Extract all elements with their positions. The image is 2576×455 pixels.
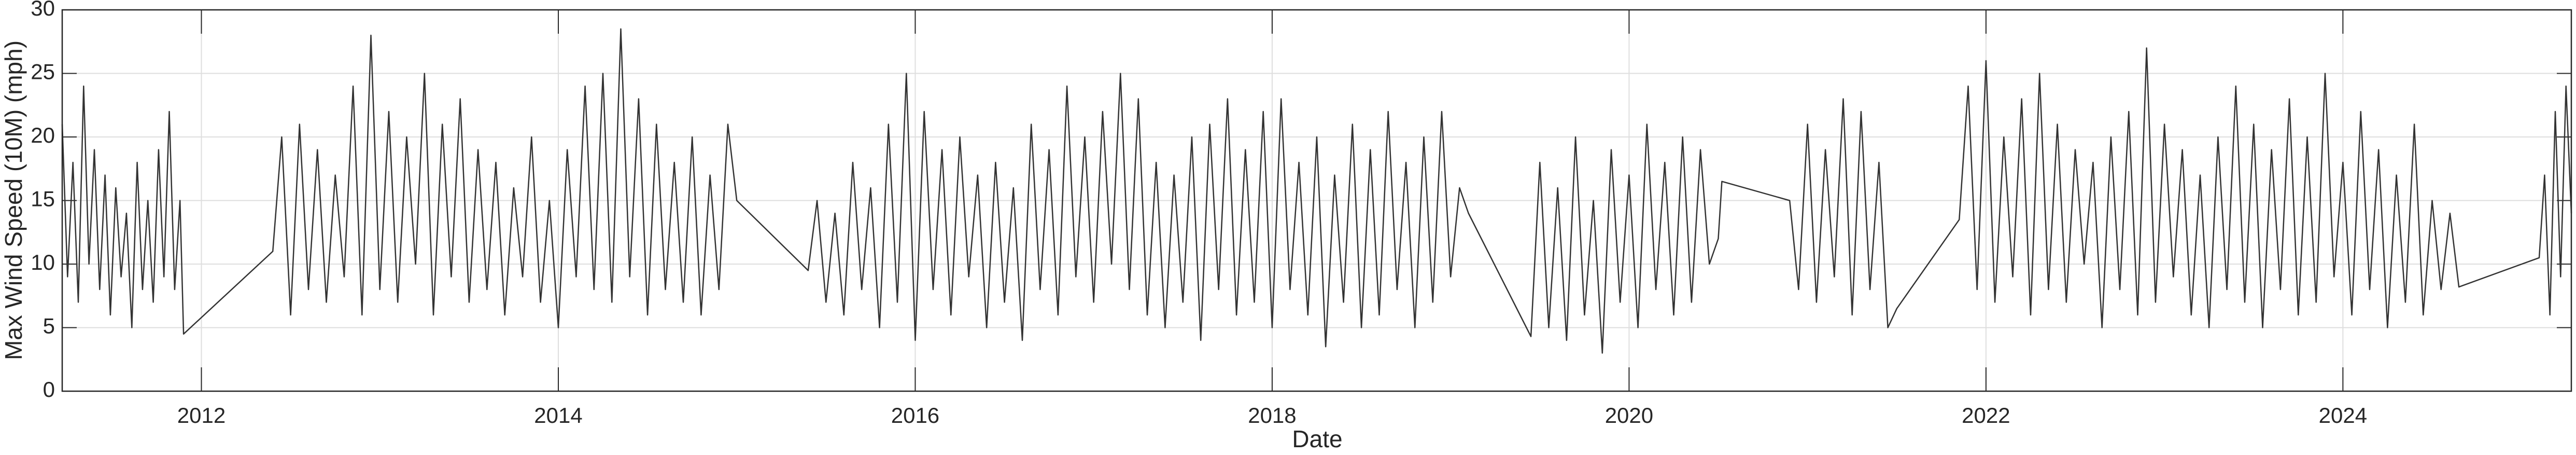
y-tick-label: 0 <box>43 377 55 402</box>
y-tick-label: 5 <box>43 314 55 338</box>
plot-frame <box>61 9 2572 392</box>
x-tick-label: 2014 <box>534 403 582 428</box>
x-tick-label: 2024 <box>2319 403 2367 428</box>
x-axis-label: Date <box>1292 425 1342 452</box>
x-tick-label: 2016 <box>891 403 939 428</box>
y-tick-label: 25 <box>31 60 55 84</box>
data-line <box>61 28 2572 354</box>
y-tick-label: 10 <box>31 250 55 274</box>
x-tick-label: 2012 <box>177 403 226 428</box>
x-tick-label: 2020 <box>1605 403 1653 428</box>
y-axis-label: Max Wind Speed (10M) (mph) <box>0 40 27 360</box>
y-tick-label: 15 <box>31 187 55 211</box>
y-tick-label: 20 <box>31 123 55 147</box>
x-tick-label: 2022 <box>1962 403 2010 428</box>
y-tick-label: 30 <box>31 0 55 20</box>
x-tick-label: 2018 <box>1248 403 1296 428</box>
